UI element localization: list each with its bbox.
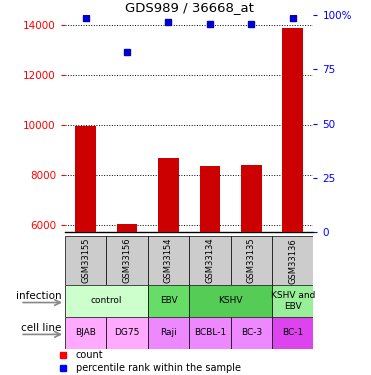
Text: GSM33156: GSM33156 [122,238,132,284]
Bar [282,27,303,233]
Text: infection: infection [16,291,61,301]
Bar [65,317,106,349]
Text: KSHV and
EBV: KSHV and EBV [270,291,315,310]
Bar [148,285,189,317]
Text: BC-3: BC-3 [241,328,262,338]
Bar [65,236,106,285]
Title: GDS989 / 36668_at: GDS989 / 36668_at [125,1,254,14]
Bar [158,158,179,232]
Bar [272,285,313,317]
Bar [241,165,262,232]
Text: BC-1: BC-1 [282,328,303,338]
Text: GSM33154: GSM33154 [164,238,173,284]
Text: control: control [91,296,122,305]
Bar [189,317,231,349]
Bar [272,317,313,349]
Bar [75,126,96,232]
Bar [189,236,231,285]
Text: BCBL-1: BCBL-1 [194,328,226,338]
Bar [189,285,272,317]
Bar [106,236,148,285]
Text: GSM33135: GSM33135 [247,238,256,284]
Text: EBV: EBV [160,296,177,305]
Bar [106,317,148,349]
Bar [148,317,189,349]
Bar [117,225,137,232]
Text: cell line: cell line [21,323,61,333]
Text: GSM33136: GSM33136 [288,238,297,284]
Text: GSM33155: GSM33155 [81,238,90,284]
Text: count: count [76,350,104,360]
Bar [231,317,272,349]
Bar [231,236,272,285]
Bar [272,236,313,285]
Text: percentile rank within the sample: percentile rank within the sample [76,363,241,374]
Bar [200,166,220,232]
Text: Raji: Raji [160,328,177,338]
Bar [65,285,148,317]
Text: DG75: DG75 [114,328,140,338]
Text: GSM33134: GSM33134 [206,238,214,284]
Text: KSHV: KSHV [219,296,243,305]
Text: BJAB: BJAB [75,328,96,338]
Bar [148,236,189,285]
